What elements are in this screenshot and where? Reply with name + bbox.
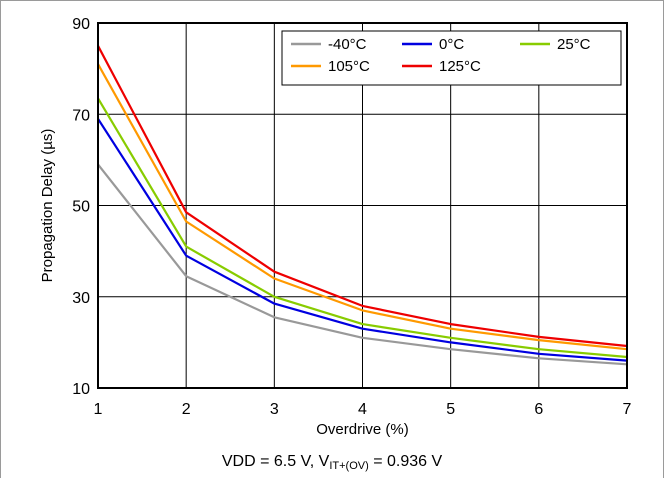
y-axis-label: Propagation Delay (µs) (39, 129, 56, 283)
legend-label: 125°C (439, 58, 481, 75)
chart-caption: VDD = 6.5 V, VIT+(OV) = 0.936 V (0, 452, 664, 476)
series-line-3 (97, 63, 628, 351)
x-tick-label: 2 (182, 401, 191, 418)
x-tick-label: 3 (270, 401, 279, 418)
x-tick-label: 4 (358, 401, 367, 418)
caption-main: VDD = 6.5 V, V (221, 453, 330, 470)
y-tick-label: 50 (72, 199, 90, 216)
x-tick-label: 6 (534, 401, 543, 418)
series-line-4 (97, 45, 628, 348)
plot-border (97, 22, 628, 389)
y-tick-label: 90 (72, 16, 90, 33)
x-axis-label: Overdrive (%) (316, 421, 409, 438)
series-lines (97, 45, 628, 366)
x-tick-label: 1 (94, 401, 103, 418)
series-line-0 (97, 163, 628, 366)
series-line-1 (97, 118, 628, 362)
x-tick-labels: 1 2 3 4 5 6 7 (94, 401, 632, 418)
caption-tail: = 0.936 V (368, 453, 443, 470)
x-tick-label: 7 (623, 401, 632, 418)
legend-label: 105°C (328, 58, 370, 75)
legend-label: -40°C (328, 36, 367, 53)
legend: -40°C 0°C 25°C 105°C 125°C (281, 30, 622, 86)
y-tick-label: 30 (72, 290, 90, 307)
y-tick-labels: 10 30 50 70 90 (72, 16, 90, 398)
y-tick-label: 70 (72, 107, 90, 124)
legend-label: 25°C (557, 36, 591, 53)
series-line-2 (97, 97, 628, 359)
y-tick-label: 10 (72, 381, 90, 398)
legend-box (281, 30, 622, 86)
x-tick-label: 5 (446, 401, 455, 418)
caption-subscript: IT+(OV) (329, 460, 369, 472)
legend-label: 0°C (439, 36, 464, 53)
